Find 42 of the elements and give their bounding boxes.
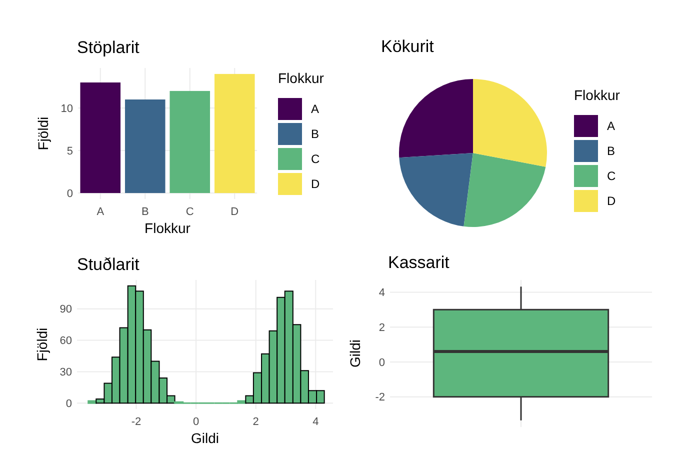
chart-title: Stuðlarit — [77, 255, 140, 274]
y-tick-label: 4 — [378, 287, 385, 300]
legend-label: A — [607, 119, 616, 133]
y-tick-label: 90 — [60, 304, 72, 316]
legend-label: D — [607, 194, 616, 208]
y-tick-label: 30 — [60, 366, 72, 379]
legend-label: A — [311, 102, 320, 116]
pie-slice — [464, 153, 546, 227]
chart-title: Stöplarit — [77, 38, 140, 57]
pie-slice — [473, 79, 547, 167]
x-axis-title: Gildi — [190, 430, 220, 446]
chart-title: Kökurit — [381, 37, 434, 56]
y-tick-label: 2 — [378, 322, 385, 334]
legend-label: B — [607, 144, 616, 158]
y-axis-title: Fjöldi — [35, 116, 51, 150]
x-tick-label: 2 — [252, 416, 259, 428]
y-tick-label: 5 — [66, 145, 73, 158]
legend-label: C — [311, 152, 320, 166]
x-tick-label: C — [186, 206, 194, 218]
y-tick-label: 60 — [60, 335, 72, 348]
legend-title: Flokkur — [278, 70, 324, 86]
chart-title: Kassarit — [388, 253, 450, 272]
x-tick-label: 4 — [312, 416, 319, 428]
legend-label: D — [311, 177, 320, 191]
x-tick-label: A — [96, 206, 105, 218]
y-axis-title: Fjöldi — [34, 328, 50, 362]
y-tick-label: 10 — [60, 102, 73, 115]
x-tick-label: 0 — [192, 416, 200, 428]
x-tick-label: B — [141, 206, 149, 218]
y-tick-label: 0 — [66, 188, 73, 200]
x-tick-label: -2 — [131, 416, 142, 428]
y-tick-label: 0 — [378, 356, 385, 369]
y-tick-label: -2 — [375, 392, 385, 404]
legend-label: B — [311, 127, 320, 141]
legend-label: C — [607, 169, 616, 183]
pie-slice — [399, 153, 473, 226]
pie-slice — [399, 79, 473, 158]
x-tick-label: D — [230, 206, 239, 218]
y-axis-title: Gildi — [347, 339, 363, 368]
y-tick-label: 0 — [66, 398, 72, 410]
legend-title: Flokkur — [574, 87, 620, 103]
x-axis-title: Flokkur — [144, 220, 191, 236]
